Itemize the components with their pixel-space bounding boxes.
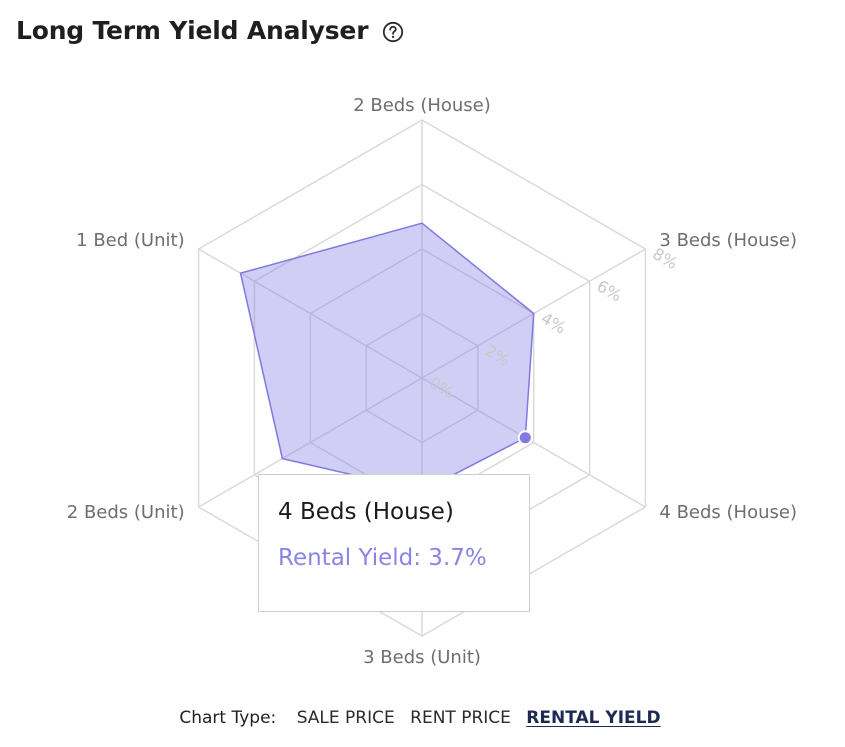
page-title: Long Term Yield Analyser (16, 16, 369, 45)
category-label: 1 Bed (Unit) (76, 230, 184, 251)
chart-type-selector: Chart Type: SALE PRICE RENT PRICE RENTAL… (0, 708, 845, 728)
category-label: 4 Beds (House) (659, 502, 797, 523)
tooltip-title: 4 Beds (House) (278, 499, 454, 525)
rental-yield-option[interactable]: RENTAL YIELD (526, 708, 661, 728)
radial-tick-label: 4% (538, 309, 569, 338)
category-label: 2 Beds (House) (353, 95, 491, 116)
radar-spoke (198, 377, 423, 508)
category-label: 3 Beds (House) (659, 230, 797, 251)
radar-chart: 0%2%4%6%8% 2 Beds (House)3 Beds (House)4… (67, 95, 797, 668)
help-circle-icon[interactable] (382, 21, 404, 43)
sale-price-option[interactable]: SALE PRICE (296, 708, 395, 728)
category-label: 2 Beds (Unit) (67, 502, 185, 523)
rent-price-option[interactable]: RENT PRICE (410, 708, 511, 728)
chart-tooltip: 4 Beds (House) Rental Yield: 3.7% (258, 474, 530, 612)
tooltip-value: Rental Yield: 3.7% (278, 545, 487, 571)
chart-type-label: Chart Type: (179, 708, 277, 728)
chart-header: Long Term Yield Analyser (16, 16, 404, 45)
category-label: 3 Beds (Unit) (363, 647, 481, 668)
radar-spoke (421, 377, 646, 508)
radial-tick-label: 6% (594, 276, 625, 305)
radar-spoke (198, 248, 423, 379)
hovered-data-point[interactable] (517, 430, 533, 446)
